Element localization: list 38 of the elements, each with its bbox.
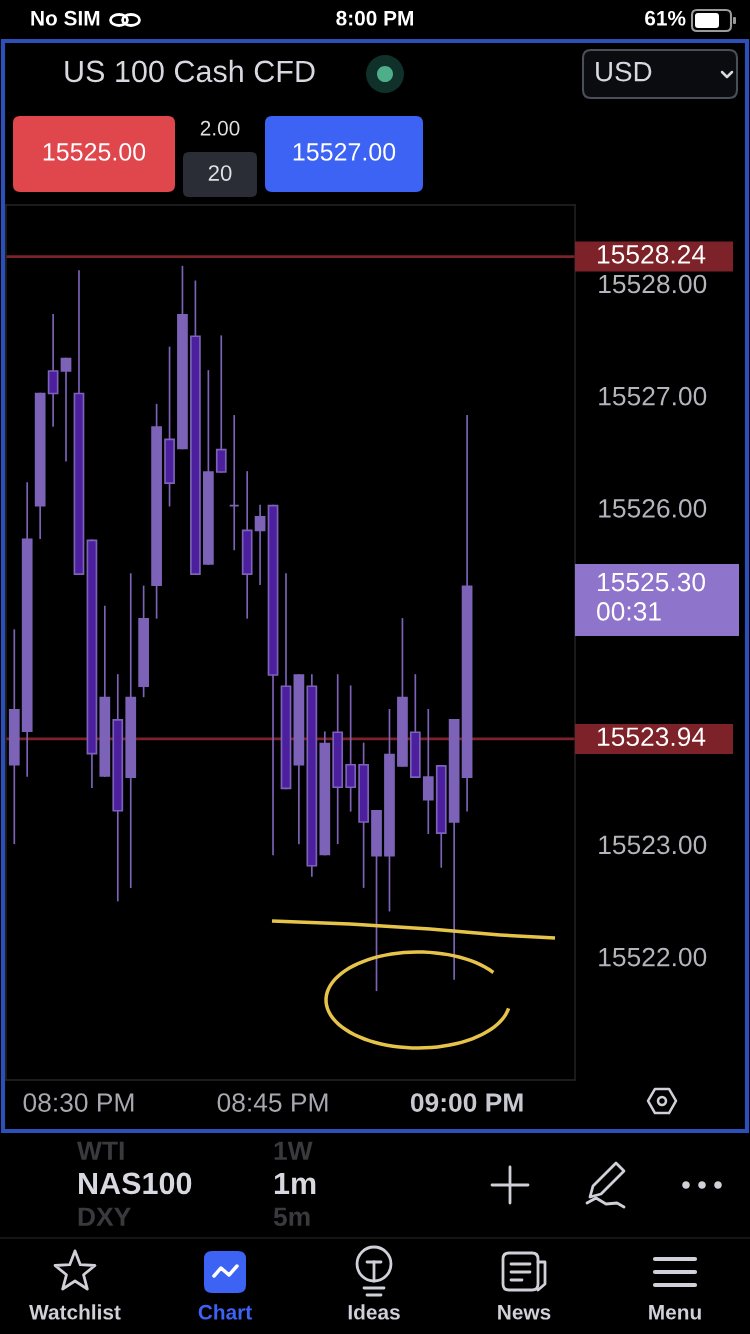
text: 5m [273,1207,310,1227]
text: 8:00 PM [336,10,413,26]
text: Watchlist [29,1304,121,1320]
y-tick-label: 15526.00 [599,499,707,518]
text: Ideas [348,1304,400,1320]
text: 15525.00 [43,143,146,161]
text: 20 [208,165,232,181]
text: 61% [645,10,686,26]
text: USD [596,61,652,82]
y-tick-label: 15528.00 [599,274,707,294]
text: DXY [78,1207,131,1226]
text: NAS100 [79,1172,192,1195]
candlestick [422,708,434,835]
y-tick-label: 15527.00 [599,386,707,406]
text: 2.00 [200,120,240,136]
y-tick-label: 15522.00 [599,947,707,967]
candlestick [47,314,59,427]
candlestick [345,685,357,812]
text: Menu [649,1305,701,1320]
text: 1W [274,1141,313,1160]
chart-title: US 100 Cash CFD [65,59,315,83]
text: News [498,1305,551,1320]
candlestick [60,357,72,462]
text: 15525.30 00:31 [597,572,706,621]
text: WTI [77,1141,124,1160]
x-tick-label: 08:45 PM [217,1093,328,1112]
text: Chart [198,1304,252,1320]
text: 1m [274,1172,316,1194]
ref-line-label: 15523.94 [598,727,706,747]
candlestick [228,415,240,551]
x-tick-label: 09:00 PM [410,1093,523,1112]
text: No SIM [31,10,100,26]
candlestick [254,504,266,586]
x-tick-label: 08:30 PM [23,1093,134,1112]
ref-line-label: 15528.24 [598,245,706,264]
text: 15527.00 [293,143,396,161]
candlestick [215,335,227,473]
y-tick-label: 15523.00 [599,835,707,855]
